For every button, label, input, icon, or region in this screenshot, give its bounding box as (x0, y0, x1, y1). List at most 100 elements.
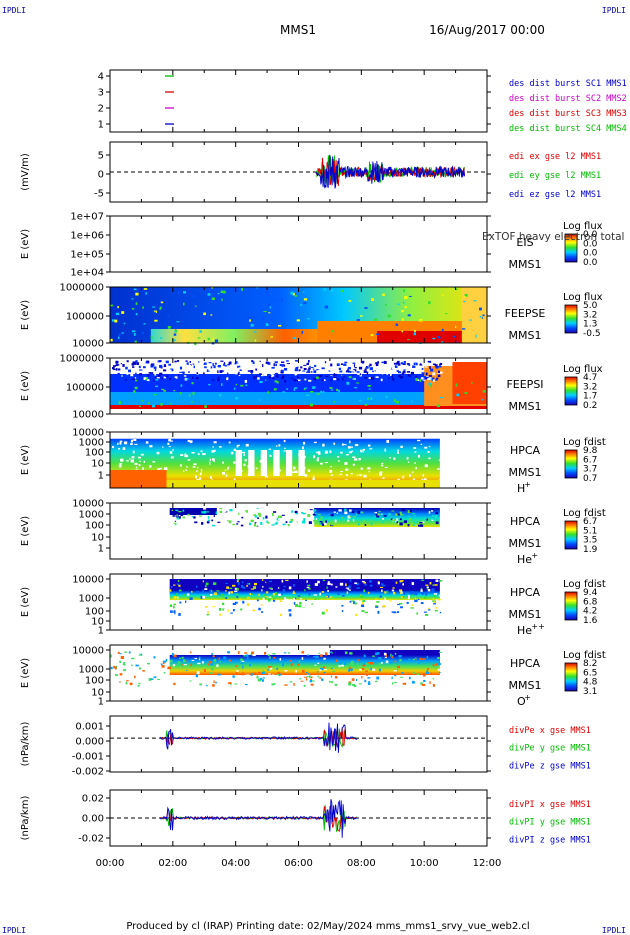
hpca-he2-noise (327, 589, 329, 592)
hpca-he2-noise (414, 592, 418, 596)
feepsi-noise (429, 366, 431, 369)
feepse-noise (302, 291, 305, 293)
hpca-o-noise (378, 657, 382, 660)
feepsi-noise (276, 381, 279, 384)
feepsi-noise (264, 379, 267, 381)
feepsi-noise (145, 373, 148, 376)
hpca-gap (213, 449, 216, 452)
feepsi-noise (366, 372, 369, 375)
feepse-noise (175, 327, 177, 330)
hpca-he-noise (351, 511, 355, 514)
hpca-gap (213, 460, 215, 463)
feepsi-noise (126, 360, 129, 363)
feepsi-noise (432, 379, 435, 382)
feepse-noise (167, 325, 171, 329)
hpca-he-noise (312, 513, 316, 516)
feepsi-noise (143, 377, 147, 381)
feepsi-noise (361, 361, 365, 364)
hpca-he-noise (173, 522, 177, 524)
feepsi-noise (235, 376, 239, 379)
hpca-gap (132, 450, 135, 454)
feepsi-noise (408, 363, 411, 365)
hpca-he2-noise (395, 581, 398, 584)
hpca-gap (360, 467, 363, 470)
hpca-o-noise (393, 670, 397, 672)
feepsi-noise (471, 382, 473, 384)
feepsi-noise (415, 362, 418, 366)
feepsi-noise (277, 368, 280, 372)
y-tick-label: 1000 (79, 665, 104, 676)
hpca-gap (302, 441, 306, 445)
feepse-noise (375, 333, 380, 335)
hpca-he2-noise (372, 608, 376, 611)
feepsi-noise (213, 361, 217, 364)
hpca-he-noise (225, 523, 227, 526)
feepsi-noise (322, 369, 326, 372)
hpca-o-noise (399, 658, 402, 662)
header-datetime: 16/Aug/2017 00:00 (429, 23, 545, 37)
feepse-noise (370, 334, 374, 337)
feepsi-noise (154, 394, 157, 396)
hpca-he2-noise (292, 592, 296, 595)
feepsi-noise (220, 360, 223, 364)
hpca-o-noise (377, 652, 380, 655)
feepsi-noise (253, 376, 256, 380)
feepsi-noise (135, 368, 139, 371)
feepsi-noise (268, 360, 272, 362)
hpca-he2-noise (218, 594, 221, 596)
hpca-he-noise (191, 516, 194, 518)
feepsi-noise (438, 365, 442, 368)
feepse-noise (384, 304, 387, 306)
hpca-o-noise (315, 655, 319, 659)
hpca-o-noise (269, 656, 271, 659)
feepsi-noise (133, 390, 136, 393)
feepsi-noise (312, 367, 316, 369)
feepsi-noise (300, 366, 303, 369)
hpca-o-noise (213, 658, 217, 662)
hpca-gap (134, 443, 138, 445)
hpca-he2-noise (213, 593, 218, 596)
hpca-o-noise (253, 672, 257, 675)
feepsi-noise (339, 370, 343, 373)
feepsi-noise (220, 383, 223, 387)
hpca-he-noise (272, 511, 277, 513)
feepsi-noise (287, 365, 291, 368)
hpca-o-noise (370, 667, 372, 671)
feepsi-noise (234, 387, 236, 390)
hpca-he-noise (260, 522, 263, 525)
spacecraft-name: MMS1 (509, 329, 542, 342)
feepsi-noise (131, 363, 135, 366)
hpca-he2-noise (393, 611, 397, 614)
feepse-noise (267, 293, 270, 296)
hpca-gap (351, 450, 354, 452)
hpca-he2-noise (226, 586, 230, 589)
colorbar-title: Log fdist (563, 579, 606, 590)
feepsi-noise (415, 377, 418, 381)
hpca-he-noise (174, 520, 177, 522)
y-tick-label: 1 (98, 697, 104, 708)
feepsi-noise (417, 379, 420, 381)
feepsi-noise (406, 363, 410, 365)
hpca-he2-noise (200, 595, 204, 599)
feepsi-noise (182, 373, 185, 375)
hpca-he-noise (319, 522, 322, 525)
hpca-o-noise (321, 678, 324, 681)
hpca-he-noise (243, 512, 247, 516)
feepsi-noise (354, 367, 357, 369)
hpca-he2-noise (384, 597, 386, 601)
hpca-he2-noise (353, 601, 356, 605)
hpca-he2-noise (262, 586, 264, 588)
feepse-noise (228, 290, 230, 294)
hpca-o-noise (218, 657, 220, 661)
hpca-gap (200, 450, 203, 453)
colorbar-tick: 3.7 (583, 465, 597, 475)
hpca-h-low (166, 480, 440, 488)
hpca-gap (211, 458, 215, 461)
hpca-o-noise (264, 651, 267, 655)
y-tick-label: -0.001 (72, 752, 104, 763)
feepse-noise (481, 317, 484, 319)
feepsi-noise (152, 404, 156, 408)
feepsi-noise (259, 360, 261, 362)
feepsi-noise (262, 364, 264, 368)
feepsi-noise (294, 364, 297, 368)
